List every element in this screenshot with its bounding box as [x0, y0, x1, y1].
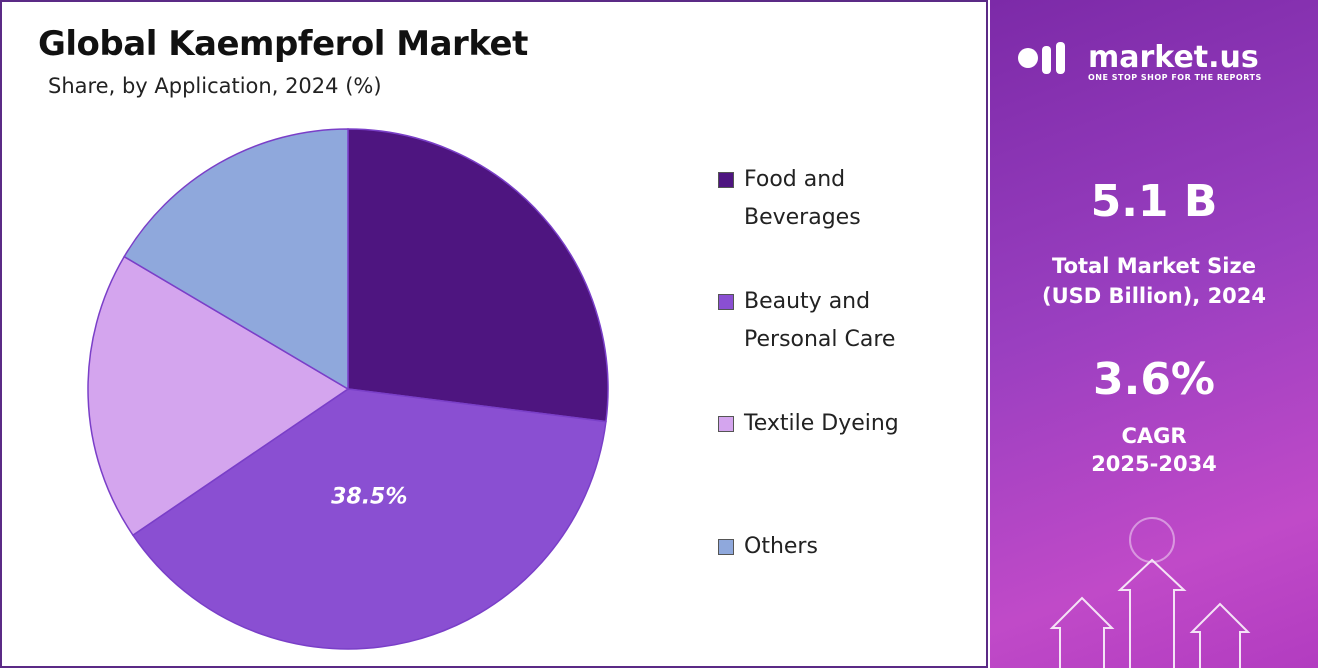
chart-area: Global Kaempferol Market Share, by Appli…: [0, 0, 988, 668]
chart-title: Global Kaempferol Market: [38, 24, 528, 64]
pie-slice: [347, 128, 609, 423]
pie-chart: 38.5%: [87, 128, 609, 650]
market-size-label: Total Market Size: [1052, 254, 1256, 278]
tagline: ONE STOP SHOP FOR THE REPORTS: [1088, 73, 1262, 82]
legend-label: Food and Beverages: [744, 167, 861, 230]
chart-subtitle: Share, by Application, 2024 (%): [48, 74, 382, 98]
legend-label: Textile Dyeing: [744, 411, 899, 436]
pie-slice: [123, 128, 349, 391]
legend-swatch: [718, 539, 734, 555]
cagr-label: CAGR: [1121, 424, 1187, 448]
market-size-label: (USD Billion), 2024: [1041, 284, 1267, 308]
legend-swatch: [718, 172, 734, 188]
cagr: 3.6%: [1092, 354, 1216, 405]
brand: market.us: [1088, 40, 1259, 75]
legend-item: Others: [718, 528, 934, 566]
pie-slice: [131, 388, 607, 650]
market-size: 5.1 B: [1090, 176, 1218, 227]
legend-item: Food and Beverages: [718, 161, 934, 237]
legend-swatch: [718, 416, 734, 432]
legend-item: Textile Dyeing: [718, 405, 934, 443]
pie-slice: [87, 255, 350, 537]
data-label: 38.5%: [331, 484, 407, 509]
info-panel: market.us ONE STOP SHOP FOR THE REPORTS …: [990, 0, 1318, 668]
panel-decoration: [1018, 42, 1251, 668]
legend-swatch: [718, 294, 734, 310]
legend-item: Beauty and Personal Care: [718, 283, 934, 359]
legend-label: Others: [744, 534, 818, 559]
cagr-label: 2025-2034: [1091, 452, 1217, 476]
legend-label: Beauty and Personal Care: [744, 289, 896, 352]
